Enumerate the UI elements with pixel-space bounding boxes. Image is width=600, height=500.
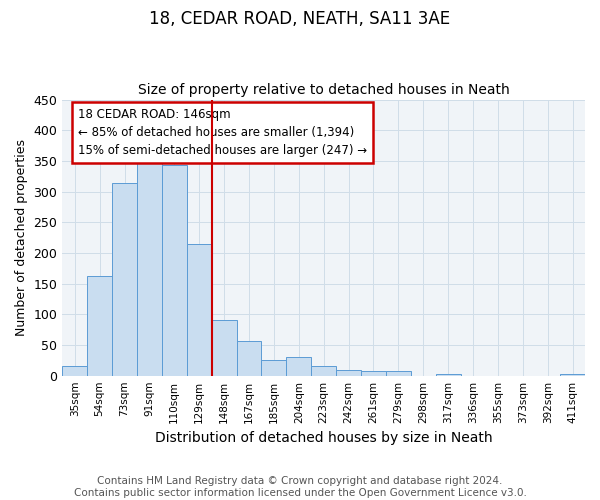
Bar [436, 374, 461, 376]
Bar [262, 360, 286, 376]
Title: Size of property relative to detached houses in Neath: Size of property relative to detached ho… [138, 83, 509, 97]
Bar [162, 164, 187, 376]
Bar [386, 372, 411, 376]
Text: Contains HM Land Registry data © Crown copyright and database right 2024.
Contai: Contains HM Land Registry data © Crown c… [74, 476, 526, 498]
Bar [87, 276, 112, 376]
Bar [112, 183, 137, 376]
Bar [236, 342, 262, 376]
Text: 18, CEDAR ROAD, NEATH, SA11 3AE: 18, CEDAR ROAD, NEATH, SA11 3AE [149, 10, 451, 28]
Bar [137, 146, 162, 376]
Bar [212, 320, 236, 376]
Bar [311, 366, 336, 376]
Text: 18 CEDAR ROAD: 146sqm
← 85% of detached houses are smaller (1,394)
15% of semi-d: 18 CEDAR ROAD: 146sqm ← 85% of detached … [78, 108, 367, 157]
Bar [286, 358, 311, 376]
Bar [62, 366, 87, 376]
Bar [187, 244, 212, 376]
Bar [560, 374, 585, 376]
Bar [361, 371, 386, 376]
Y-axis label: Number of detached properties: Number of detached properties [15, 139, 28, 336]
X-axis label: Distribution of detached houses by size in Neath: Distribution of detached houses by size … [155, 431, 493, 445]
Bar [336, 370, 361, 376]
